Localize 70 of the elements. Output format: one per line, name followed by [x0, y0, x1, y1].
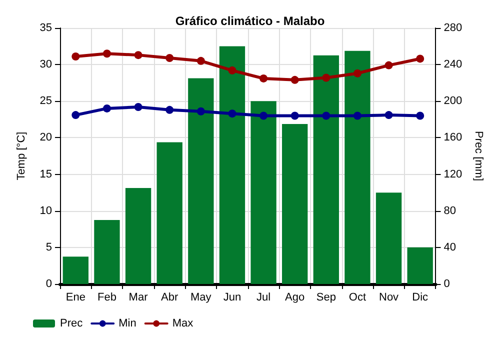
chart-title: Gráfico climático - Malabo: [175, 14, 325, 28]
x-tick-label: Ene: [66, 292, 86, 304]
y2-tick-label: 120: [444, 168, 462, 180]
point: [384, 61, 393, 70]
y-tick-label: 5: [46, 241, 52, 254]
y-tick-label: 20: [40, 132, 52, 144]
point: [322, 74, 330, 82]
point: [416, 54, 424, 63]
bar: [250, 101, 276, 284]
y-tick-label: 0: [46, 278, 52, 290]
bar: [344, 50, 370, 284]
y2-tick-label: 280: [444, 22, 462, 34]
y2-tick-label: 0: [444, 278, 450, 290]
y2-axis-title: Prec [mm]: [472, 130, 484, 182]
point: [228, 66, 236, 74]
bar: [94, 220, 120, 284]
point: [72, 52, 80, 61]
x-tick-label: Jun: [223, 292, 242, 304]
point: [353, 69, 362, 78]
point: [290, 76, 299, 84]
bar: [282, 124, 308, 284]
point: [196, 107, 205, 116]
bar: [156, 142, 182, 284]
point: [290, 112, 299, 120]
legend-label: Max: [172, 318, 194, 330]
legend-label: Min: [118, 318, 136, 330]
x-tick-label: Nov: [378, 292, 400, 304]
bar: [219, 46, 246, 284]
point: [196, 56, 205, 65]
point: [134, 102, 142, 111]
x-tick-label: Dic: [412, 292, 429, 304]
bar: [188, 78, 214, 284]
point: [166, 54, 174, 62]
point: [102, 104, 111, 112]
point: [72, 111, 80, 120]
y2-tick-label: 240: [444, 58, 462, 71]
y2-tick-label: 200: [444, 95, 462, 108]
y2-tick-label: 80: [444, 204, 456, 217]
x-tick-label: Feb: [97, 292, 116, 304]
x-tick-label: May: [190, 292, 212, 304]
y2-tick-label: 40: [444, 241, 456, 254]
y-tick-label: 35: [40, 22, 52, 34]
bar: [313, 55, 339, 284]
y-tick-label: 15: [40, 168, 52, 180]
x-tick-label: Oct: [348, 292, 366, 304]
point: [134, 51, 142, 60]
x-tick-label: Ago: [285, 292, 305, 304]
point: [166, 106, 174, 114]
point: [416, 112, 424, 120]
bar: [125, 188, 152, 284]
y-tick-label: 25: [40, 95, 52, 108]
point: [260, 112, 268, 120]
point: [322, 112, 330, 120]
y-tick-label: 10: [40, 204, 52, 217]
y-tick-label: 30: [40, 58, 52, 71]
x-tick-label: Mar: [128, 292, 148, 304]
point: [102, 50, 111, 58]
legend-label: Prec: [60, 318, 84, 330]
bar: [376, 192, 402, 284]
x-tick-label: Abr: [161, 292, 178, 304]
y-axis-title: Temp [°C]: [16, 132, 28, 180]
point: [228, 110, 236, 118]
point: [384, 111, 393, 120]
y2-tick-label: 160: [444, 132, 462, 144]
bar: [62, 256, 88, 284]
x-tick-label: Jul: [256, 292, 271, 304]
bar: [407, 247, 433, 284]
point: [353, 112, 362, 120]
point: [260, 74, 268, 82]
x-tick-label: Sep: [316, 292, 336, 304]
